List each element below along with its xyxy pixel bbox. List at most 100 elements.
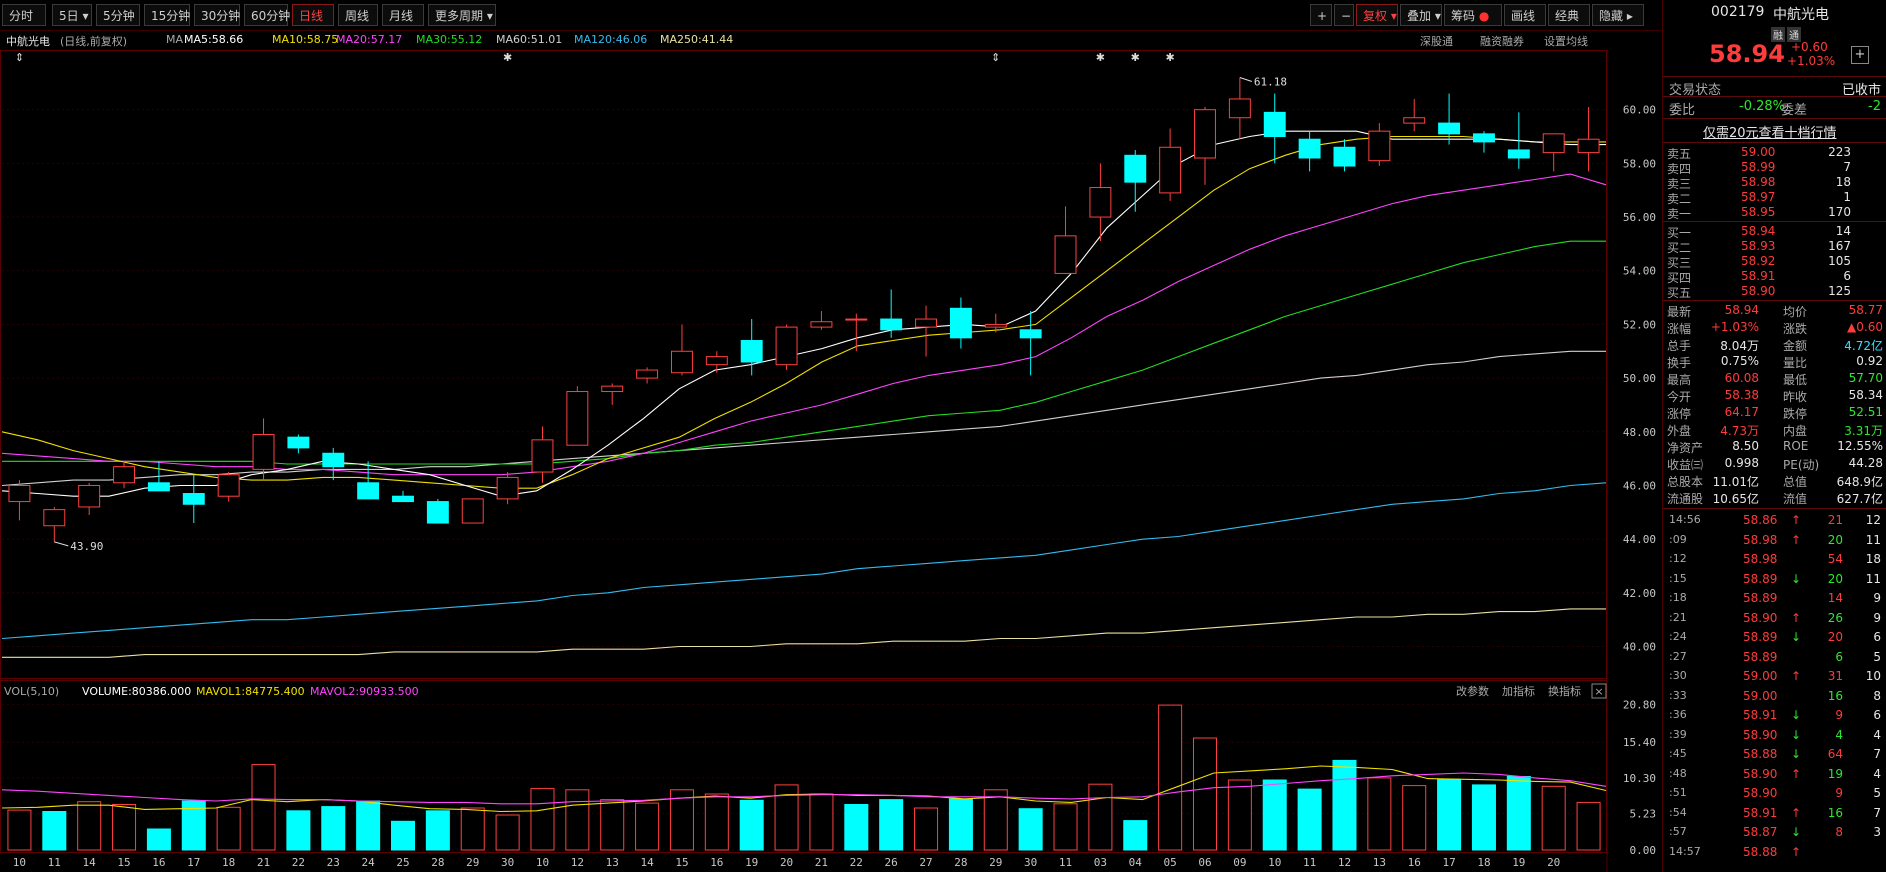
stat-row-7: 外盘 4.73万 内盘 3.31万	[1667, 424, 1883, 438]
period-btn-4[interactable]: 30分钟	[194, 4, 240, 26]
toolbar-btn-2[interactable]: 复权 ▾	[1356, 4, 1398, 26]
period-btn-7[interactable]: 周线	[338, 4, 378, 26]
event-marker: ⇕	[991, 51, 1000, 64]
tick-row-1: :09 58.98 ↑ 20 11	[1669, 532, 1881, 547]
volume-bar	[704, 793, 729, 851]
tick-row-0: 14:56 58.86 ↑ 21 12	[1669, 513, 1881, 527]
candle-body	[915, 318, 938, 328]
candle-body	[636, 369, 659, 379]
x-tick-label: 11	[1303, 856, 1316, 869]
bid-level-4: 买四 58.91 6	[1667, 269, 1851, 285]
x-tick-label: 17	[1442, 856, 1455, 869]
volume-bar	[356, 800, 381, 851]
price-tick-label: 42.00	[1623, 587, 1656, 600]
volume-bar	[77, 801, 102, 851]
separator	[1663, 76, 1886, 77]
price-frame	[0, 50, 1607, 679]
volume-bar	[181, 800, 206, 851]
toolbar-btn-0[interactable]: +	[1310, 4, 1332, 26]
candle-body	[670, 350, 693, 374]
toolbar-btn-7[interactable]: 隐藏 ▸	[1592, 4, 1644, 26]
stat-row-1: 涨幅 +1.03% 涨跌 ▲0.60	[1667, 320, 1883, 336]
quote-price: 58.94 +0.60 +1.03% +	[1663, 40, 1886, 74]
volume-tick-label: 15.40	[1623, 736, 1656, 749]
candle-body	[357, 482, 380, 500]
period-btn-0[interactable]: 分时	[2, 4, 46, 26]
link-shengutong[interactable]: 深股通	[1420, 35, 1453, 48]
candle-body	[496, 476, 519, 500]
volume-bar	[42, 811, 67, 851]
candle-body	[78, 484, 101, 508]
candle-body	[1577, 138, 1600, 154]
candle-body	[740, 340, 763, 363]
period-btn-3[interactable]: 15分钟	[144, 4, 190, 26]
period-btn-8[interactable]: 月线	[382, 4, 424, 26]
candle-body	[1298, 138, 1321, 159]
volume-bar	[844, 804, 869, 851]
volume-bar	[635, 802, 660, 851]
separator	[1663, 142, 1886, 143]
ask-level-4: 卖四 58.99 7	[1667, 160, 1851, 176]
toolbar-btn-5[interactable]: 画线	[1504, 4, 1546, 26]
volume-tick-label: 20.80	[1623, 698, 1656, 711]
volume-bar	[1227, 779, 1252, 851]
stat-row-5: 今开 58.38 昨收 58.34	[1667, 388, 1883, 404]
bid-level-2: 买二 58.93 167	[1667, 239, 1851, 255]
candle-body	[1089, 187, 1112, 218]
x-tick-label: 30	[1024, 856, 1037, 869]
price-tick-label: 46.00	[1623, 479, 1656, 492]
price-tick-label: 56.00	[1623, 211, 1656, 224]
trade-status: 交易状态 已收市	[1669, 83, 1881, 98]
x-tick-label: 15	[675, 856, 688, 869]
candle-body	[1472, 133, 1495, 143]
link-margin[interactable]: 融资融券	[1480, 35, 1524, 48]
tick-row-17: 14:57 58.88 ↑	[1669, 844, 1802, 859]
x-tick-label: 29	[466, 856, 479, 869]
toolbar-btn-3[interactable]: 叠加 ▾	[1400, 4, 1442, 26]
volume-frame	[0, 680, 1607, 853]
event-marker: ⇕	[15, 51, 24, 64]
ma20-value: MA20:57.17	[336, 33, 403, 46]
high-label: 61.18	[1254, 75, 1287, 88]
adjust-mode[interactable]: (日线,前复权)	[60, 35, 128, 48]
x-tick-label: 11	[48, 856, 61, 869]
period-btn-1[interactable]: 5日 ▾	[52, 4, 92, 26]
stat-row-11: 流通股 10.65亿 流值 627.7亿	[1667, 492, 1883, 506]
candle-body	[1228, 98, 1251, 119]
volume-bar	[530, 787, 555, 851]
x-tick-label: 16	[1408, 856, 1421, 869]
period-btn-9[interactable]: 更多周期 ▾	[428, 4, 496, 26]
volume-tick-label: 10.30	[1623, 772, 1656, 785]
toolbar-btn-1[interactable]: −	[1334, 4, 1354, 26]
stat-row-8: 净资产 8.50 ROE 12.55%	[1667, 439, 1883, 455]
volume-tick-label: 0.00	[1630, 844, 1657, 857]
x-tick-label: 20	[1547, 856, 1560, 869]
toolbar-btn-6[interactable]: 经典	[1548, 4, 1590, 26]
high-pointer	[1239, 76, 1253, 82]
candle-body	[287, 436, 310, 449]
candle-body	[1438, 122, 1461, 135]
x-tick-label: 12	[1338, 856, 1351, 869]
period-btn-2[interactable]: 5分钟	[96, 4, 140, 26]
ask-level-2: 卖二 58.97 1	[1667, 190, 1851, 206]
toolbar-btn-4[interactable]: 筹码 ●	[1444, 4, 1502, 26]
stat-row-3: 换手 0.75% 量比 0.92	[1667, 354, 1883, 370]
x-tick-label: 24	[362, 856, 376, 869]
kline-chart[interactable]: 60.00 58.00 56.00 54.00 52.00 50.00 48.00 46.00…	[0, 0, 1662, 872]
tick-row-11: :39 58.90 ↓ 4 4	[1669, 727, 1881, 742]
mavol1-line	[1, 765, 1607, 813]
candle-body	[322, 452, 345, 468]
volume-bar	[1541, 785, 1566, 851]
link-ma-settings[interactable]: 设置均线	[1544, 35, 1588, 48]
tick-row-14: :51 58.90 9 5	[1669, 786, 1881, 800]
period-btn-5[interactable]: 60分钟	[244, 4, 290, 26]
period-btn-6[interactable]: 日线	[292, 4, 334, 26]
candle-body	[984, 323, 1007, 328]
volume-bar	[1158, 704, 1183, 851]
event-marker: ✱	[503, 51, 512, 64]
volume-bar	[1123, 820, 1148, 851]
level10-promo-link: 仅需20元查看十档行情	[1703, 126, 1837, 141]
price-tick-label: 54.00	[1623, 265, 1656, 278]
ma120-value: MA120:46.06	[574, 33, 648, 46]
volume-bar	[216, 806, 241, 851]
